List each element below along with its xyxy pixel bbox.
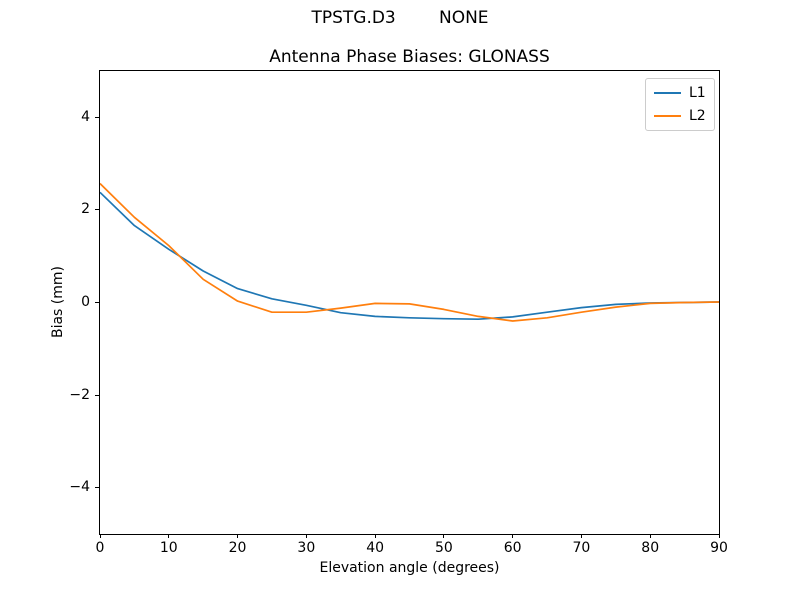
figure-suptitle: TPSTG.D3 NONE [311,8,489,28]
x-tick-mark [99,534,101,538]
y-tick-mark [95,116,99,118]
x-axis-label: Elevation angle (degrees) [319,560,500,576]
y-tick-label: 4 [81,108,90,125]
x-tick-label: 50 [434,540,453,556]
legend-line-sample [654,92,681,94]
series-line-L1 [100,191,719,321]
chart-lines-canvas [100,182,719,322]
x-tick-label: 90 [710,540,728,556]
x-tick-label: 30 [297,540,316,556]
chart-title: Antenna Phase Biases: GLONASS [269,47,550,67]
x-tick-label: 10 [159,540,178,556]
x-tick-mark [305,534,307,538]
y-tick-mark [95,209,99,211]
series-line-L2 [100,182,719,322]
y-tick-label: 0 [81,294,90,310]
legend-line-sample [654,115,681,117]
x-tick-mark [512,534,514,538]
x-tick-label: 20 [228,540,247,556]
y-tick-mark [95,487,99,489]
legend: L1 L2 [645,78,715,131]
y-tick-label: 2 [81,201,90,218]
plot-area [99,70,720,535]
x-tick-label: 0 [95,540,105,556]
y-tick-label: −4 [69,479,90,496]
legend-label: L1 [689,85,706,101]
legend-entry-L2: L2 [654,108,706,124]
x-tick-mark [237,534,239,538]
x-tick-mark [168,534,170,538]
y-tick-label: −2 [69,386,90,403]
y-tick-mark [95,302,99,303]
x-tick-label: 80 [641,540,660,556]
x-tick-label: 60 [503,540,522,556]
x-tick-label: 40 [366,540,385,556]
x-tick-mark [374,534,376,538]
x-tick-mark [718,534,720,538]
y-axis-label: Bias (mm) [50,265,66,339]
x-tick-label: 70 [572,540,591,556]
legend-entry-L1: L1 [654,85,706,101]
x-tick-mark [443,534,445,538]
x-tick-mark [580,534,582,538]
y-tick-mark [95,394,99,396]
x-tick-mark [649,534,651,538]
legend-label: L2 [689,108,706,124]
